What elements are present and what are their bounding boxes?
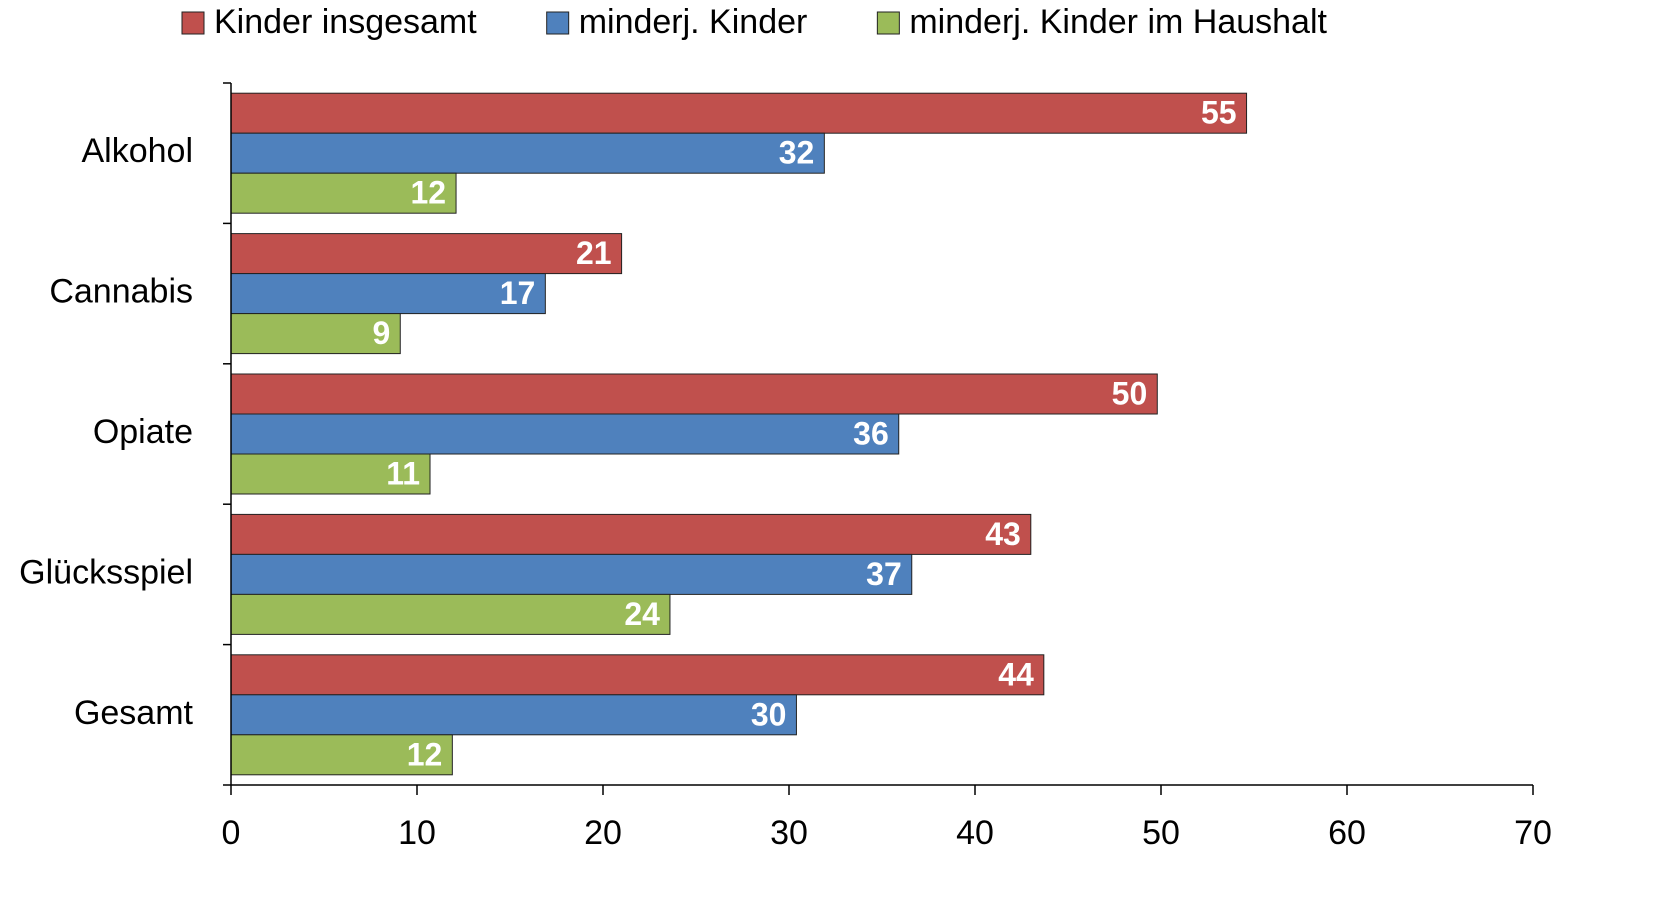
x-tick-label: 30 — [770, 814, 808, 852]
data-label: 24 — [624, 596, 660, 632]
bar — [230, 694, 797, 736]
data-label: 44 — [998, 656, 1034, 692]
data-label: 11 — [386, 455, 420, 491]
bar — [230, 172, 457, 214]
data-label: 12 — [407, 736, 443, 772]
bar — [230, 273, 546, 315]
data-label: 17 — [500, 275, 536, 311]
y-tick-label: Alkohol — [81, 132, 193, 170]
x-tick-label: 20 — [584, 814, 622, 852]
bar — [230, 593, 671, 635]
x-tick-label: 40 — [956, 814, 994, 852]
data-label: 50 — [1112, 375, 1148, 411]
data-label: 30 — [751, 696, 787, 732]
data-label: 43 — [985, 516, 1021, 552]
x-tick-label: 60 — [1328, 814, 1366, 852]
bar — [230, 313, 401, 355]
legend-swatch — [181, 11, 205, 35]
data-label: 36 — [853, 415, 889, 451]
x-tick-label: 10 — [398, 814, 436, 852]
bar — [230, 513, 1032, 555]
bar — [230, 92, 1248, 134]
x-tick-label: 50 — [1142, 814, 1180, 852]
data-label: 21 — [576, 235, 612, 271]
bar — [230, 233, 623, 275]
y-tick-label: Gesamt — [74, 694, 194, 732]
x-tick-label: 0 — [222, 814, 241, 852]
data-label: 32 — [779, 135, 815, 171]
legend-label: minderj. Kinder im Haushalt — [909, 3, 1327, 41]
bar — [230, 553, 913, 595]
y-tick-label: Glücksspiel — [19, 553, 193, 591]
x-tick-label: 70 — [1514, 814, 1552, 852]
bar — [230, 654, 1045, 696]
bar — [230, 453, 431, 495]
legend-swatch — [876, 11, 900, 35]
legend-swatch — [546, 11, 570, 35]
bar — [230, 413, 900, 455]
y-tick-label: Opiate — [93, 413, 193, 451]
data-label: 55 — [1201, 95, 1237, 131]
data-label: 9 — [372, 315, 390, 351]
legend-label: Kinder insgesamt — [214, 3, 477, 41]
bar — [230, 734, 453, 776]
y-tick-label: Cannabis — [49, 273, 193, 311]
legend-label: minderj. Kinder — [579, 3, 808, 41]
bar — [230, 373, 1158, 415]
data-label: 37 — [866, 556, 902, 592]
data-label: 12 — [410, 175, 446, 211]
bar — [230, 132, 825, 174]
